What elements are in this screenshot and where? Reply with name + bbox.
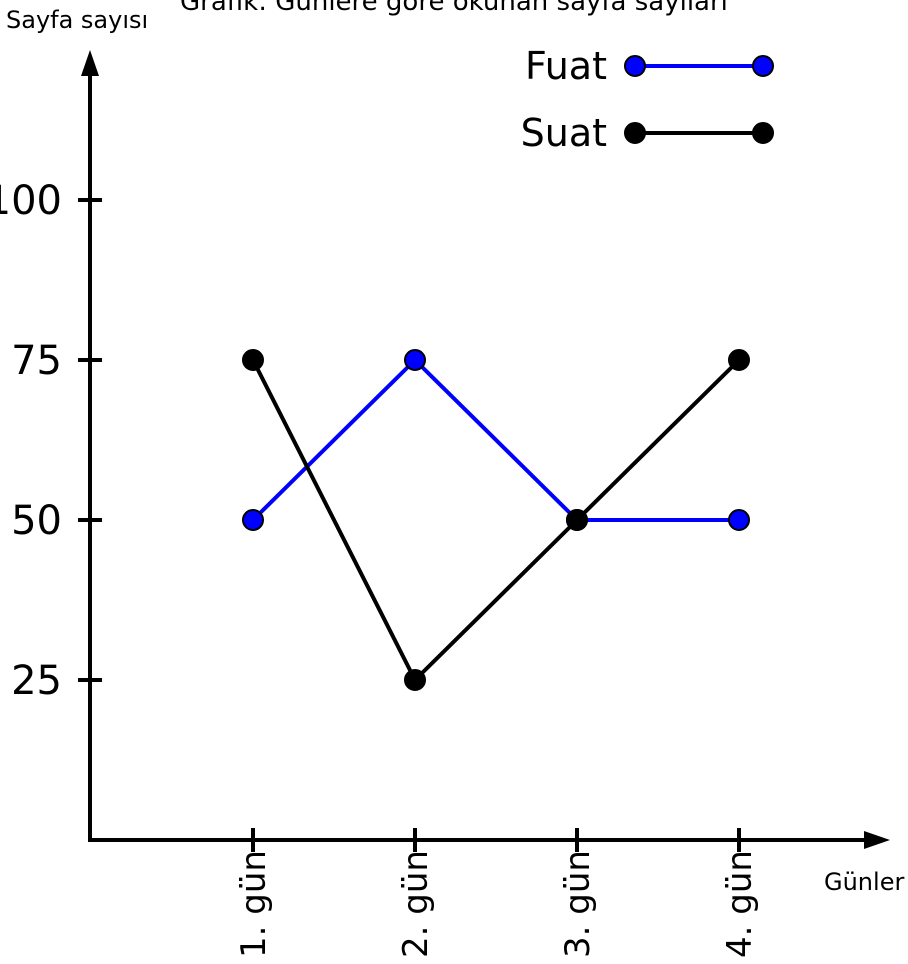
series-lines (251, 358, 741, 682)
x-tick-label: 4. gün (720, 850, 760, 958)
x-tick-label: 2. gün (396, 850, 436, 958)
data-point-fuat (404, 349, 426, 371)
legend-marker (624, 122, 646, 144)
data-point-suat (728, 349, 750, 371)
legend-label: Fuat (525, 44, 607, 88)
y-tick-label: 50 (11, 498, 62, 544)
data-point-suat (242, 349, 264, 371)
legend-label: Suat (521, 111, 607, 155)
x-axis-arrow (864, 831, 890, 849)
data-point-fuat (728, 509, 750, 531)
y-tick-label: 75 (11, 338, 62, 384)
x-tick-label: 1. gün (234, 850, 274, 958)
y-tick-label: 100 (0, 178, 62, 224)
data-point-suat (404, 669, 426, 691)
legend-marker (624, 55, 646, 77)
axis-ticks: 25 50 75 100 1. gün 2. gün 3. gün 4. gün (0, 178, 760, 958)
x-axis-label: Günler (824, 868, 904, 896)
x-tick-label: 3. gün (558, 850, 598, 958)
series-points (242, 349, 750, 691)
legend-marker (752, 55, 774, 77)
y-axis-arrow (81, 50, 99, 76)
y-axis-label: Sayfa sayısı (6, 6, 148, 34)
legend-marker (752, 122, 774, 144)
series-line-suat (251, 358, 741, 682)
data-point-fuat (242, 509, 264, 531)
data-point-suat (566, 509, 588, 531)
series-line-fuat (251, 358, 739, 522)
legend: Fuat Suat (521, 44, 774, 155)
y-tick-label: 25 (11, 658, 62, 704)
chart-title: Grafik: Günlere göre okunan sayfa sayıla… (180, 0, 728, 17)
